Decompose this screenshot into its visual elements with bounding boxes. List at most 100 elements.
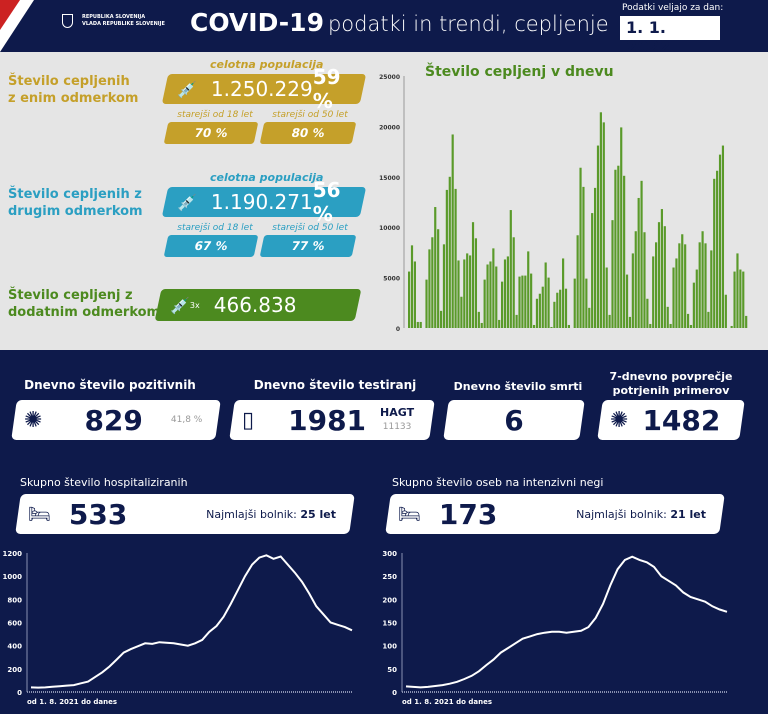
- y-tick-label: 50: [387, 666, 397, 674]
- icu-card: 🛏 173 Najmlajši bolnik: 21 let: [385, 494, 725, 534]
- booster-label: Število cepljenj z dodatnim odmerkom: [8, 287, 160, 321]
- data-line: [405, 555, 728, 689]
- bar: [599, 112, 602, 328]
- bar: [669, 323, 672, 328]
- y-tick-label: 0: [396, 326, 400, 333]
- gov-line2: VLADA REPUBLIKE SLOVENIJE: [82, 21, 165, 27]
- y-tick-label: 100: [382, 643, 397, 651]
- bar: [698, 242, 701, 328]
- title-bold: COVID-19: [190, 8, 324, 37]
- bar: [457, 260, 460, 328]
- icu-youngest: 21 let: [670, 507, 706, 521]
- y-tick-label: 0: [392, 689, 397, 697]
- bar: [620, 127, 623, 329]
- hospital-bed-icon: 🛏: [398, 503, 421, 525]
- second-over18-label: starejši od 18 let: [177, 223, 253, 233]
- y-tick-label: 25000: [379, 74, 400, 81]
- bar: [634, 231, 637, 328]
- virus-icon: ✺: [610, 407, 629, 433]
- bar: [500, 281, 504, 328]
- second-over50-label: starejši od 50 let: [272, 223, 348, 233]
- bar: [408, 271, 411, 328]
- first-dose-label: Število cepljenih z enim odmerkom: [8, 73, 138, 107]
- bar: [466, 253, 469, 328]
- crest-icon: [62, 14, 73, 28]
- bar: [544, 262, 547, 328]
- syringe-icon: 💉: [177, 192, 197, 212]
- bar-chart-title: Število cepljenj v dnevu: [425, 64, 614, 80]
- bar: [474, 238, 478, 328]
- vaccinations-bar-chart: 0 5000 10000 15000 20000 25000: [379, 74, 748, 333]
- bar: [660, 209, 663, 328]
- bar: [434, 207, 437, 328]
- bar: [678, 243, 681, 328]
- bar: [503, 259, 507, 328]
- gov-logo: REPUBLIKA SLOVENIJA VLADA REPUBLIKE SLOVE…: [82, 14, 165, 28]
- vaccination-panel: [0, 52, 768, 350]
- y-tick-label: 5000: [383, 276, 400, 283]
- positive-title: Dnevno število pozitivnih: [24, 378, 196, 392]
- bar: [692, 282, 695, 328]
- bar: [480, 322, 483, 328]
- bar: [535, 298, 539, 328]
- bar: [521, 275, 524, 328]
- bar: [527, 251, 530, 328]
- bar: [495, 266, 498, 328]
- bar: [591, 213, 594, 328]
- bar: [736, 253, 739, 328]
- bar: [524, 275, 527, 328]
- positive-pct: 41,8 %: [170, 415, 203, 425]
- bar: [559, 289, 562, 328]
- bar: [605, 267, 608, 328]
- bar: [428, 249, 431, 328]
- bar: [596, 145, 600, 328]
- deaths-title: Dnevno število smrti: [453, 380, 583, 393]
- bar: [631, 253, 634, 328]
- bar: [643, 232, 646, 328]
- bar: [431, 237, 434, 328]
- bar: [512, 237, 515, 328]
- hosp-value: 533: [68, 497, 128, 531]
- bar: [614, 169, 617, 328]
- bar: [681, 234, 684, 328]
- avg7-title2: potrjenih primerov: [612, 384, 730, 397]
- bar: [689, 324, 693, 328]
- bar: [652, 256, 655, 328]
- deaths-card: 6: [443, 400, 585, 440]
- test-kit-icon: ▯: [242, 407, 255, 433]
- bar: [492, 248, 495, 328]
- hosp-youngest-label: Najmlajši bolnik:: [206, 507, 297, 521]
- second-over50: 77 %: [259, 235, 357, 257]
- y-tick-label: 600: [7, 620, 22, 628]
- bar: [530, 273, 533, 328]
- second-dose-label: Število cepljenih z drugim odmerkom: [8, 186, 143, 220]
- syringe-icon: 💉: [177, 79, 197, 99]
- y-tick-label: 400: [7, 643, 22, 651]
- second-dose-ribbon: 💉 1.190.271 56 %: [161, 178, 367, 226]
- bar: [439, 310, 443, 328]
- bar: [460, 296, 463, 328]
- y-tick-label: 800: [7, 596, 22, 604]
- bar: [707, 311, 710, 328]
- booster-label1: Število cepljenj z: [8, 288, 133, 303]
- bar: [518, 276, 521, 328]
- bar: [486, 264, 489, 328]
- hosp-card: 🛏 533 Najmlajši bolnik: 25 let: [15, 494, 355, 534]
- bar: [567, 324, 571, 328]
- first-pop-label: celotna populacija: [210, 58, 324, 71]
- y-tick-label: 200: [7, 666, 22, 674]
- date-box: 1. 1. 2022: [620, 16, 720, 56]
- bar: [710, 250, 713, 328]
- avg7-value: 1482: [642, 403, 721, 437]
- bar: [509, 210, 512, 328]
- first-over18-label: starejši od 18 let: [177, 110, 253, 120]
- second-count: 1.190.271: [210, 190, 313, 214]
- second-over18: 67 %: [163, 235, 259, 257]
- bar: [579, 167, 582, 328]
- bar: [739, 269, 742, 328]
- virus-icon: ✺: [24, 407, 43, 433]
- bar: [419, 321, 422, 328]
- bar: [602, 122, 605, 328]
- bar: [413, 261, 416, 328]
- bar: [550, 326, 553, 328]
